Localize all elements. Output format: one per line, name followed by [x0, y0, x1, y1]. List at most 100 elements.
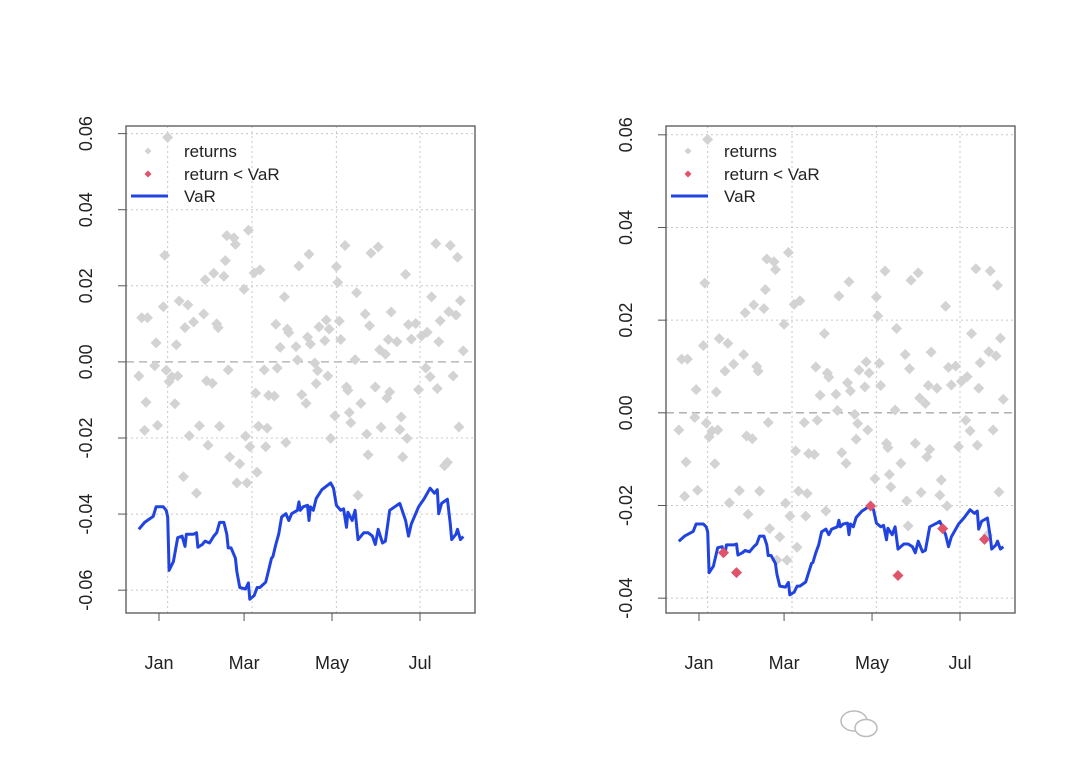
return-point: [780, 497, 792, 509]
return-point: [994, 332, 1006, 344]
return-point: [349, 354, 361, 366]
return-point: [924, 443, 936, 455]
return-point: [332, 276, 344, 288]
return-point: [397, 451, 409, 463]
return-point: [925, 346, 937, 358]
return-point: [990, 350, 1002, 362]
return-point: [742, 508, 754, 520]
return-point: [303, 248, 315, 260]
return-point: [391, 336, 403, 348]
watermark: [838, 708, 882, 745]
return-point: [323, 323, 335, 335]
return-point: [268, 390, 280, 402]
return-point: [758, 303, 770, 315]
legend-exceed-marker: [144, 170, 152, 178]
return-point: [451, 251, 463, 263]
return-point: [719, 365, 731, 377]
return-point: [322, 370, 334, 382]
return-point: [984, 265, 996, 277]
return-point: [206, 377, 218, 389]
return-point: [229, 238, 241, 250]
x-tick-label: Jan: [684, 653, 713, 673]
return-point: [319, 335, 331, 347]
return-point: [764, 523, 776, 535]
return-point: [320, 314, 332, 326]
return-point: [454, 295, 466, 307]
return-point: [940, 300, 952, 312]
return-point: [983, 346, 995, 358]
return-point: [312, 365, 324, 377]
return-point: [395, 411, 407, 423]
return-point: [909, 437, 921, 449]
return-point: [231, 477, 243, 489]
return-point: [833, 290, 845, 302]
return-point: [875, 379, 887, 391]
return-point: [369, 381, 381, 393]
return-point: [430, 238, 442, 250]
return-point: [365, 247, 377, 259]
return-point: [676, 353, 688, 365]
return-point: [919, 398, 931, 410]
return-point: [352, 489, 364, 501]
return-point: [885, 481, 897, 493]
return-point: [198, 308, 210, 320]
return-point: [170, 339, 182, 351]
return-point: [769, 264, 781, 276]
x-tick-label: May: [315, 653, 349, 673]
return-point: [853, 364, 865, 376]
y-tick-label: 0.04: [616, 210, 636, 245]
return-point: [258, 364, 270, 376]
x-tick-label: Jul: [408, 653, 431, 673]
return-point: [869, 473, 881, 485]
return-point: [410, 317, 422, 329]
legend: returns return < VaR VaR: [671, 142, 820, 206]
return-point: [702, 133, 714, 145]
return-point: [762, 417, 774, 429]
return-point: [782, 246, 794, 258]
return-point: [879, 265, 891, 277]
y-tick-label: -0.04: [76, 494, 96, 535]
return-point: [713, 333, 725, 345]
y-tick-label: 0.02: [616, 303, 636, 338]
return-point: [457, 345, 469, 357]
return-point: [831, 405, 843, 417]
legend: returns return < VaR VaR: [131, 142, 280, 206]
return-point: [852, 417, 864, 429]
return-point: [426, 291, 438, 303]
return-point: [270, 318, 282, 330]
return-point: [254, 264, 266, 276]
return-point: [700, 417, 712, 429]
return-point: [278, 291, 290, 303]
return-point: [843, 276, 855, 288]
return-point: [970, 263, 982, 275]
return-point: [974, 357, 986, 369]
return-point: [150, 337, 162, 349]
return-point: [433, 336, 445, 348]
return-point: [873, 357, 885, 369]
exceedance-point: [718, 547, 730, 559]
return-point: [188, 316, 200, 328]
legend-returns-label: returns: [724, 142, 777, 161]
return-point: [222, 364, 234, 376]
return-point: [182, 299, 194, 311]
return-point: [325, 432, 337, 444]
legend-var-label: VaR: [724, 187, 756, 206]
return-point: [872, 310, 884, 322]
return-point: [733, 485, 745, 497]
return-point: [439, 460, 451, 472]
return-point: [993, 486, 1005, 498]
x-tick-label: Jan: [144, 653, 173, 673]
return-point: [271, 362, 283, 374]
return-point: [140, 396, 152, 408]
return-point: [244, 441, 256, 453]
return-point: [891, 322, 903, 334]
return-point: [961, 371, 973, 383]
return-point: [814, 389, 826, 401]
return-point: [193, 420, 205, 432]
return-point: [241, 477, 253, 489]
return-point: [850, 433, 862, 445]
y-tick-label: 0.00: [616, 395, 636, 430]
return-point: [942, 361, 954, 373]
return-point: [333, 315, 345, 327]
